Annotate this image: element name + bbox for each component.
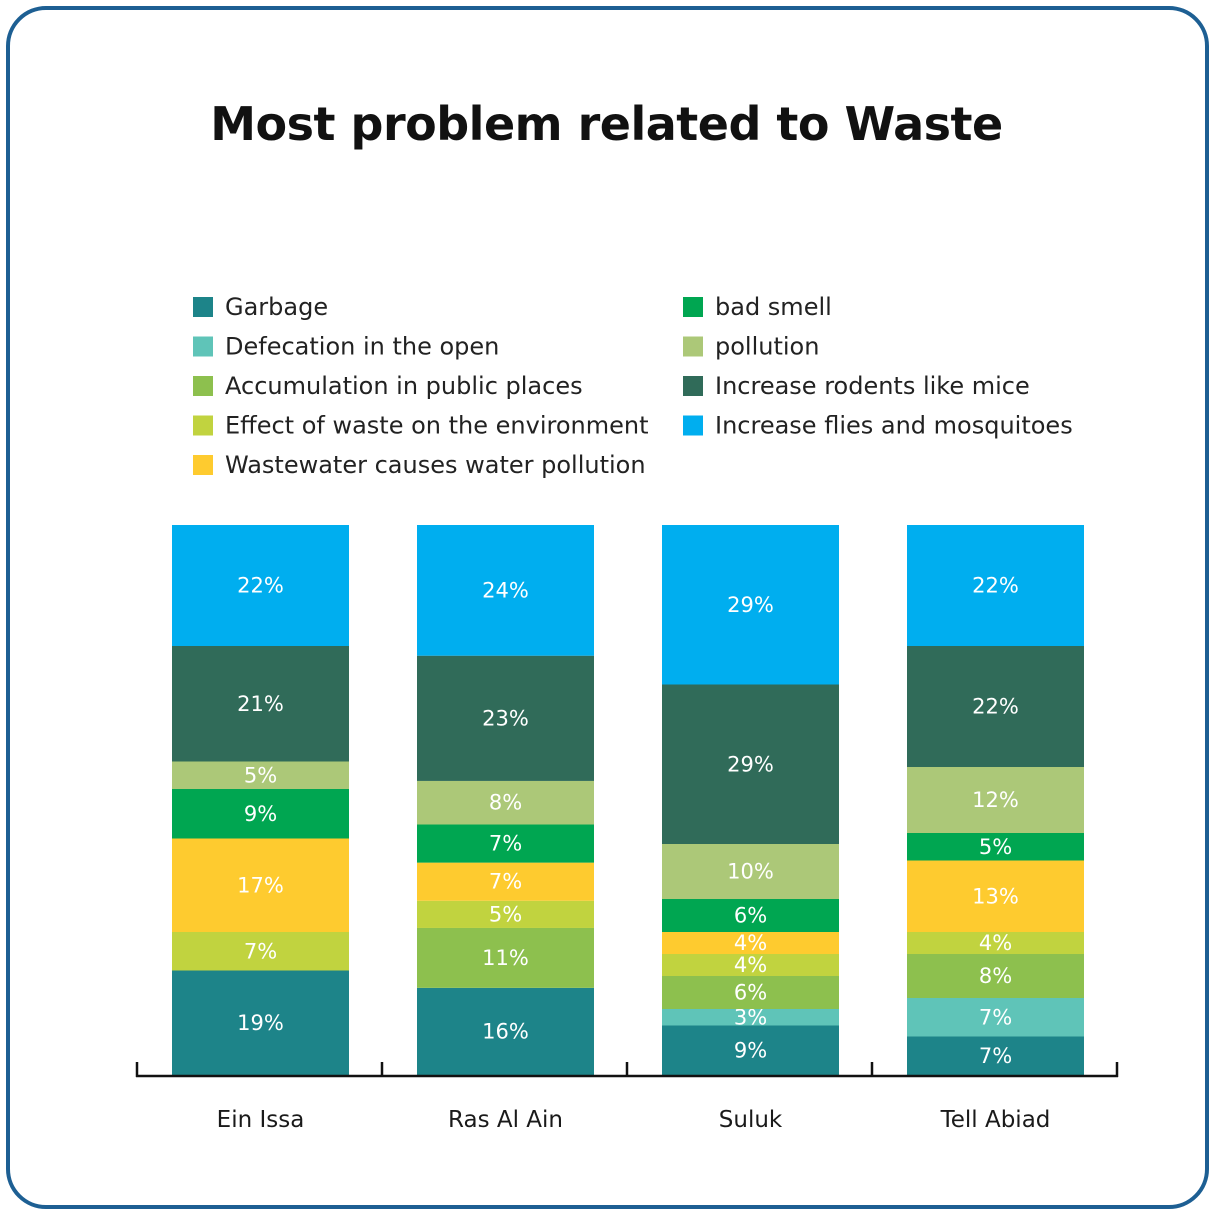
data-label-tell-abiad-wastewater-causes-water-pollution: 13%: [972, 884, 1019, 908]
bar-segment-tell-abiad-bad-smell: [907, 833, 1084, 861]
bar-segment-ras-al-ain-accumulation-in-public-places: [417, 927, 594, 988]
legend-label-increase-flies-and-mosquitoes: Increase flies and mosquitoes: [715, 412, 1073, 440]
legend-swatch-accumulation-in-public-places: [193, 376, 213, 396]
bar-segment-ein-issa-wastewater-causes-water-pollution: [172, 838, 349, 932]
legend-swatch-garbage: [193, 297, 213, 317]
bar-segment-ein-issa-effect-of-waste-on-the-environment: [172, 932, 349, 971]
data-label-suluk-increase-flies-and-mosquitoes: 29%: [727, 593, 774, 617]
x-axis: [135, 1062, 1119, 1078]
bar-segment-ein-issa-garbage: [172, 970, 349, 1075]
legend-label-increase-rodents-like-mice: Increase rodents like mice: [715, 372, 1030, 400]
category-label-ein-issa: Ein Issa: [217, 1107, 305, 1133]
category-label-suluk: Suluk: [719, 1107, 783, 1133]
data-label-suluk-garbage: 9%: [734, 1038, 767, 1062]
data-label-tell-abiad-increase-rodents-like-mice: 22%: [972, 695, 1019, 719]
legend-swatch-increase-flies-and-mosquitoes: [683, 415, 703, 436]
bar-segment-tell-abiad-accumulation-in-public-places: [907, 954, 1084, 998]
bar-segment-suluk-effect-of-waste-on-the-environment: [662, 954, 839, 976]
legend-swatch-wastewater-causes-water-pollution: [193, 455, 213, 475]
data-label-tell-abiad-effect-of-waste-on-the-environment: 4%: [979, 931, 1012, 955]
data-label-tell-abiad-garbage: 7%: [979, 1044, 1012, 1068]
bar-segment-suluk-pollution: [662, 844, 839, 899]
data-label-ein-issa-increase-flies-and-mosquitoes: 22%: [237, 574, 284, 598]
data-label-ein-issa-garbage: 19%: [237, 1011, 284, 1035]
data-label-suluk-increase-rodents-like-mice: 29%: [727, 752, 774, 776]
data-label-ras-al-ain-increase-rodents-like-mice: 23%: [482, 706, 529, 730]
data-label-ras-al-ain-accumulation-in-public-places: 11%: [482, 946, 529, 970]
legend-label-effect-of-waste-on-the-environment: Effect of waste on the environment: [225, 412, 649, 440]
legend-label-pollution: pollution: [715, 333, 819, 361]
bar-segment-tell-abiad-defecation-in-the-open: [907, 998, 1084, 1037]
data-label-ein-issa-wastewater-causes-water-pollution: 17%: [237, 873, 284, 897]
bar-segment-ein-issa-pollution: [172, 761, 349, 789]
bar-segment-tell-abiad-increase-flies-and-mosquitoes: [907, 525, 1084, 646]
bar-segment-ein-issa-bad-smell: [172, 789, 349, 839]
data-label-ras-al-ain-pollution: 8%: [489, 791, 522, 815]
data-label-ras-al-ain-increase-flies-and-mosquitoes: 24%: [482, 578, 529, 602]
category-labels: Ein Issa Ras Al Ain Suluk Tell Abiad: [217, 1107, 1051, 1133]
bar-segment-suluk-accumulation-in-public-places: [662, 976, 839, 1009]
data-label-suluk-pollution: 10%: [727, 860, 774, 884]
bar-segment-tell-abiad-pollution: [907, 767, 1084, 833]
bar-segment-suluk-increase-flies-and-mosquitoes: [662, 525, 839, 685]
bar-segment-suluk-garbage: [662, 1025, 839, 1075]
bar-segment-ras-al-ain-increase-rodents-like-mice: [417, 655, 594, 781]
legend-swatch-increase-rodents-like-mice: [683, 376, 703, 396]
legend-swatch-bad-smell: [683, 297, 703, 317]
data-label-suluk-wastewater-causes-water-pollution: 4%: [734, 931, 767, 955]
chart-title: Most problem related to Waste: [210, 97, 1003, 151]
bar-segment-ras-al-ain-increase-flies-and-mosquitoes: [417, 525, 594, 656]
legend-label-wastewater-causes-water-pollution: Wastewater causes water pollution: [225, 451, 646, 479]
legend-swatch-defecation-in-the-open: [193, 336, 213, 357]
data-label-tell-abiad-increase-flies-and-mosquitoes: 22%: [972, 574, 1019, 598]
legend: Garbage Defecation in the open Accumulatio…: [193, 293, 1073, 479]
bar-segment-ras-al-ain-effect-of-waste-on-the-environment: [417, 900, 594, 928]
data-label-tell-abiad-pollution: 12%: [972, 788, 1019, 812]
bar-segment-suluk-increase-rodents-like-mice: [662, 684, 839, 844]
data-label-suluk-effect-of-waste-on-the-environment: 4%: [734, 953, 767, 977]
legend-swatch-pollution: [683, 336, 703, 357]
data-label-ein-issa-bad-smell: 9%: [244, 802, 277, 826]
data-label-tell-abiad-defecation-in-the-open: 7%: [979, 1005, 1012, 1029]
legend-label-bad-smell: bad smell: [715, 293, 832, 321]
bar-segment-tell-abiad-increase-rodents-like-mice: [907, 646, 1084, 767]
legend-swatch-effect-of-waste-on-the-environment: [193, 415, 213, 436]
data-label-tell-abiad-accumulation-in-public-places: 8%: [979, 964, 1012, 988]
legend-label-accumulation-in-public-places: Accumulation in public places: [225, 372, 583, 400]
data-label-ein-issa-pollution: 5%: [244, 763, 277, 787]
data-label-tell-abiad-bad-smell: 5%: [979, 835, 1012, 859]
bar-segment-ein-issa-increase-flies-and-mosquitoes: [172, 525, 349, 646]
data-label-ras-al-ain-garbage: 16%: [482, 1019, 529, 1043]
data-label-suluk-defecation-in-the-open: 3%: [734, 1005, 767, 1029]
category-label-tell-abiad: Tell Abiad: [940, 1107, 1051, 1133]
category-label-ras-al-ain: Ras Al Ain: [448, 1107, 563, 1133]
bar-segment-tell-abiad-effect-of-waste-on-the-environment: [907, 932, 1084, 954]
bar-segment-ras-al-ain-bad-smell: [417, 824, 594, 863]
bar-segment-tell-abiad-wastewater-causes-water-pollution: [907, 860, 1084, 932]
data-label-suluk-bad-smell: 6%: [734, 904, 767, 928]
legend-label-defecation-in-the-open: Defecation in the open: [225, 333, 499, 361]
data-label-ein-issa-increase-rodents-like-mice: 21%: [237, 692, 284, 716]
bars: 19% 7% 17% 9% 5% 21% 22% 16% 11% 5% 7% 7% 8% 23% 24% 9%…: [172, 525, 1084, 1075]
bar-segment-suluk-bad-smell: [662, 899, 839, 932]
data-label-ras-al-ain-bad-smell: 7%: [489, 832, 522, 856]
data-label-ein-issa-effect-of-waste-on-the-environment: 7%: [244, 939, 277, 963]
bar-segment-suluk-defecation-in-the-open: [662, 1009, 839, 1026]
bar-segment-ras-al-ain-pollution: [417, 780, 594, 825]
data-label-ras-al-ain-effect-of-waste-on-the-environment: 5%: [489, 902, 522, 926]
bar-segment-ras-al-ain-garbage: [417, 987, 594, 1075]
bar-segment-ein-issa-increase-rodents-like-mice: [172, 646, 349, 762]
bar-segment-tell-abiad-garbage: [907, 1036, 1084, 1075]
legend-label-garbage: Garbage: [225, 293, 328, 321]
bar-segment-suluk-wastewater-causes-water-pollution: [662, 932, 839, 954]
data-label-suluk-accumulation-in-public-places: 6%: [734, 981, 767, 1005]
bar-segment-ras-al-ain-wastewater-causes-water-pollution: [417, 862, 594, 901]
data-label-ras-al-ain-wastewater-causes-water-pollution: 7%: [489, 870, 522, 894]
